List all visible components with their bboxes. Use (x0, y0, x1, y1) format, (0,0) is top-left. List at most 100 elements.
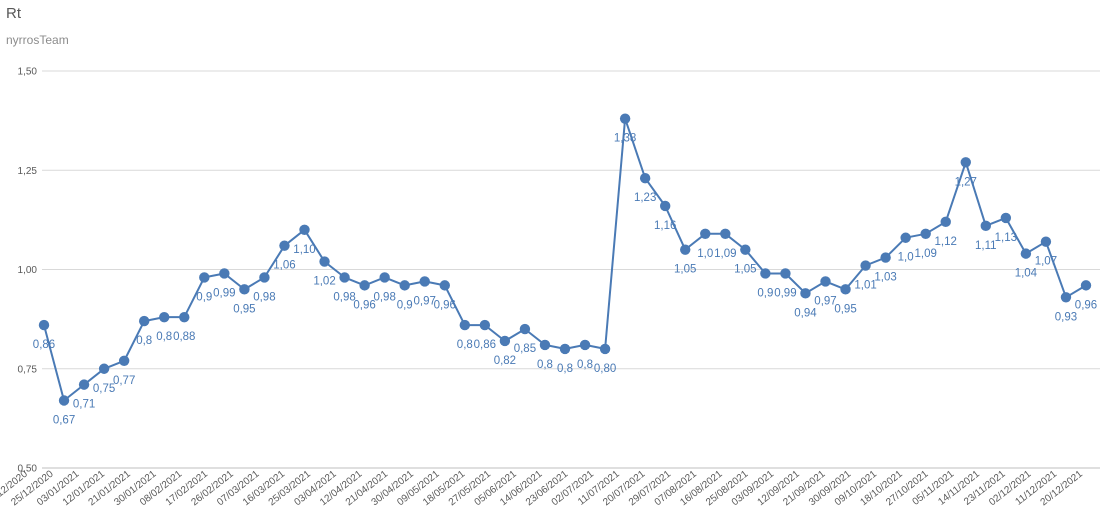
data-point (339, 272, 350, 283)
data-point (1040, 236, 1052, 247)
data-point (920, 228, 931, 239)
data-label: 0,99 (213, 287, 235, 299)
data-point (1020, 248, 1032, 259)
data-point (1080, 280, 1092, 291)
data-label: 1,38 (614, 133, 636, 145)
data-label: 1,02 (313, 276, 335, 288)
y-tick-label: 0,75 (18, 364, 38, 375)
data-labels: 0,860,670,710,750,770,8 0,8 0,880,9 0,990,9… (33, 133, 1097, 427)
gridlines (42, 70, 1100, 469)
data-label: 1,0 (898, 252, 914, 264)
data-label: 0,97 (814, 295, 836, 307)
data-label: 0,88 (173, 331, 195, 343)
data-label: 0,80 (594, 363, 616, 375)
data-point (399, 280, 410, 291)
data-label: 0,96 (353, 299, 375, 311)
data-point (900, 232, 911, 243)
data-label: 1,04 (1015, 268, 1038, 280)
data-point (720, 228, 731, 239)
data-point (760, 268, 771, 279)
data-label: 0,94 (794, 307, 817, 319)
data-point (98, 363, 110, 374)
data-label: 0,93 (1055, 311, 1077, 323)
data-point (960, 157, 971, 168)
data-point (559, 343, 571, 355)
data-point (479, 319, 491, 331)
data-point (639, 172, 651, 184)
data-point (118, 355, 130, 367)
data-label: 0,9 (196, 291, 212, 303)
data-label: 0,71 (73, 399, 95, 411)
data-label: 1,09 (914, 248, 936, 260)
data-point (1060, 292, 1072, 303)
data-label: 1,10 (293, 244, 315, 256)
data-point (159, 311, 170, 323)
x-axis: 16/12/202025/12/202003/01/202112/01/2021… (0, 468, 1085, 508)
data-point (780, 268, 791, 279)
data-label: 0,8 (457, 339, 473, 351)
data-label: 1,07 (1035, 256, 1057, 268)
data-point (680, 244, 691, 255)
data-label: 1,11 (975, 240, 997, 252)
data-label: 0,96 (434, 299, 456, 311)
data-point (239, 284, 250, 295)
data-label: 1,05 (734, 264, 756, 276)
data-label: 0,77 (113, 375, 135, 387)
data-point (138, 315, 150, 327)
data-label: 0,82 (494, 355, 516, 367)
data-label: 0,86 (474, 339, 496, 351)
data-label: 0,75 (93, 383, 115, 395)
data-label: 0,96 (1075, 299, 1097, 311)
data-point (740, 244, 751, 255)
data-label: 1,23 (634, 192, 656, 204)
data-point (299, 224, 310, 235)
data-point (359, 280, 370, 291)
data-label: 1,12 (935, 236, 957, 248)
data-label: 1,0 (697, 248, 713, 260)
data-point (319, 256, 330, 267)
data-label: 1,09 (714, 248, 736, 260)
data-label: 1,03 (874, 272, 896, 284)
data-label: 0,98 (333, 291, 355, 303)
data-point (259, 272, 270, 283)
data-label: 0,95 (834, 303, 856, 315)
data-label: 1,01 (854, 280, 876, 292)
y-tick-label: 1,50 (18, 67, 38, 78)
data-point (539, 339, 551, 351)
data-point (78, 379, 90, 390)
data-point (940, 216, 951, 228)
y-tick-label: 0,50 (18, 464, 38, 475)
data-label: 1,16 (654, 220, 676, 232)
data-label: 0,86 (33, 339, 55, 351)
data-point (800, 288, 811, 299)
data-label: 0,8 (136, 335, 152, 347)
data-label: 1,05 (674, 264, 696, 276)
data-label: 0,8 (537, 359, 553, 371)
data-label: 0,98 (253, 291, 275, 303)
data-point (58, 395, 70, 406)
data-label: 0,9 (757, 287, 773, 299)
y-axis: 0,50 0,75 1,00 1,25 1,50 (18, 67, 38, 475)
data-point (199, 272, 210, 283)
data-label: 0,9 (397, 299, 413, 311)
data-point (459, 319, 471, 331)
data-point (1000, 212, 1012, 224)
data-point (499, 335, 511, 347)
data-point (279, 240, 290, 251)
data-label: 0,67 (53, 415, 75, 427)
chart-subtitle: nyrrosTeam (6, 33, 69, 47)
data-label: 1,06 (273, 260, 295, 272)
data-point (820, 276, 831, 287)
data-label: 1,27 (955, 176, 977, 188)
y-tick-label: 1,25 (18, 166, 38, 177)
data-point (700, 228, 711, 239)
data-point (579, 339, 591, 351)
data-label: 0,98 (373, 291, 395, 303)
data-point (439, 280, 450, 291)
data-point (419, 276, 430, 287)
data-label: 1,13 (995, 232, 1017, 244)
data-point (38, 319, 50, 331)
data-point (980, 220, 992, 232)
data-label: 0,95 (233, 303, 255, 315)
data-point (519, 323, 531, 335)
